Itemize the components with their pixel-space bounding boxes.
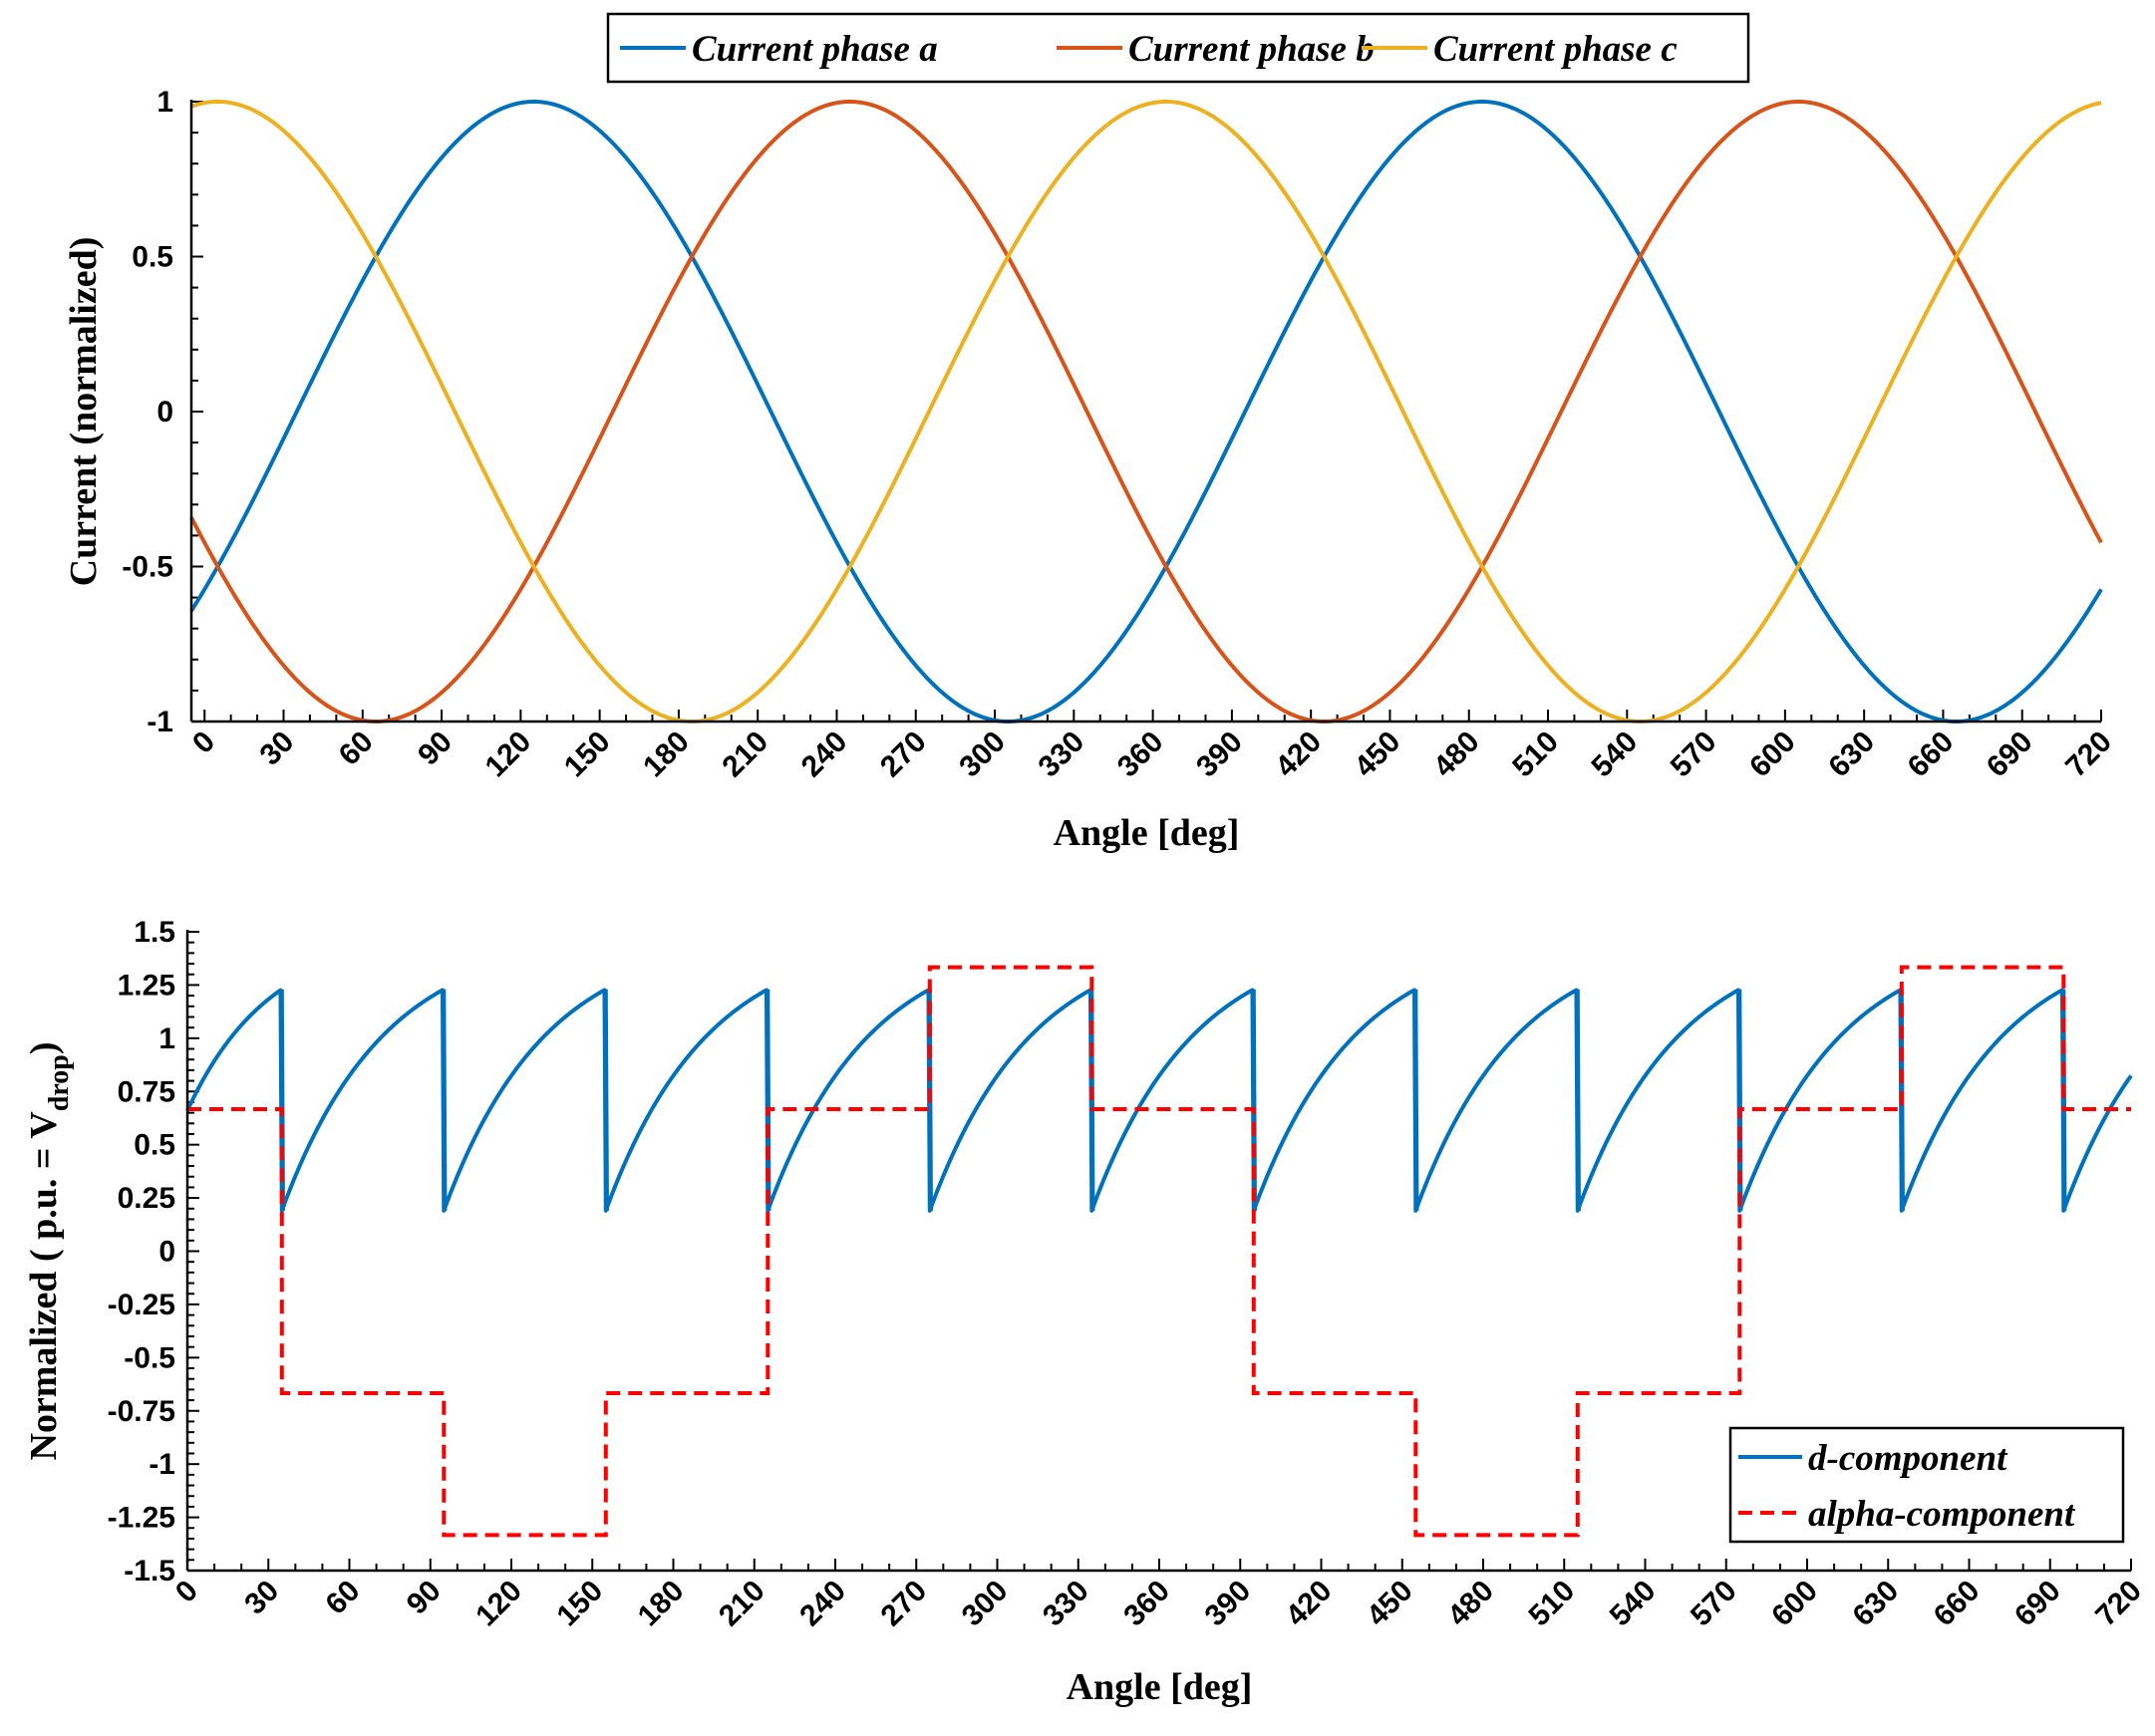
series-line-alpha-component	[187, 965, 2131, 1538]
y-tick-label: 0	[158, 1236, 175, 1269]
y-tick-label: 1.25	[118, 969, 175, 1002]
y-tick-label: 0.5	[132, 241, 173, 274]
y-tick-label: -0.5	[122, 551, 173, 584]
y-tick-label: -1.25	[108, 1502, 175, 1535]
y-tick-label: 1	[158, 1022, 175, 1055]
top-legend: Current phase a Current phase b Current ph…	[606, 12, 1750, 84]
y-tick-label: -0.75	[108, 1395, 175, 1428]
y-tick-label: 1	[156, 86, 173, 119]
bottom-series	[185, 965, 2133, 1538]
top-series	[189, 99, 2103, 724]
y-tick-label: -1	[149, 1448, 175, 1481]
y-tick-label: 0.75	[118, 1075, 175, 1108]
bottom-x-axis-label: Angle [deg]	[1067, 1666, 1253, 1708]
series-line-d-component	[185, 988, 2133, 1213]
legend-label: alpha-component	[1808, 1494, 2076, 1535]
y-tick-label: -0.25	[108, 1289, 175, 1321]
top-x-axis-label: Angle [deg]	[1054, 812, 1240, 854]
series-line-phase-a	[189, 99, 2103, 724]
y-tick-label: 0.5	[134, 1129, 175, 1162]
bottom-legend-box	[1728, 1426, 2125, 1544]
bottom-y-axis-label: Normalized ( p.u. = Vdrop)	[23, 1041, 75, 1460]
series-line-phase-c	[190, 99, 2102, 724]
series-line-phase-b	[189, 99, 2103, 724]
top-y-axis-label: Current (normalized)	[63, 237, 105, 587]
top-legend-box	[606, 12, 1750, 84]
legend-label: d-component	[1808, 1438, 2008, 1479]
top-y-ticks: -1 -0.5 0 0.5 1	[122, 86, 203, 738]
y-tick-label: -0.5	[124, 1341, 175, 1374]
y-tick-label: 0.25	[118, 1182, 175, 1215]
bottom-y-axis-label-subscript: drop	[44, 1054, 75, 1111]
legend-label: Current phase c	[1433, 29, 1678, 70]
y-tick-label: 1.5	[134, 916, 175, 949]
bottom-legend: d-component alpha-component	[1728, 1426, 2125, 1544]
y-tick-label: -1	[147, 706, 173, 738]
bottom-y-ticks: -1.5 -1.25 -1 -0.75 -0.5 -0.25 0 0.25 0.5 0.75 1 1.…	[108, 916, 199, 1588]
y-tick-label: -1.5	[124, 1555, 175, 1588]
y-tick-label: 0	[156, 396, 173, 429]
legend-label: Current phase b	[1128, 29, 1375, 70]
bottom-y-axis-label-end: )	[23, 1041, 65, 1054]
bottom-y-axis-label-main: Normalized ( p.u. = V	[23, 1111, 65, 1461]
legend-label: Current phase a	[692, 29, 938, 70]
